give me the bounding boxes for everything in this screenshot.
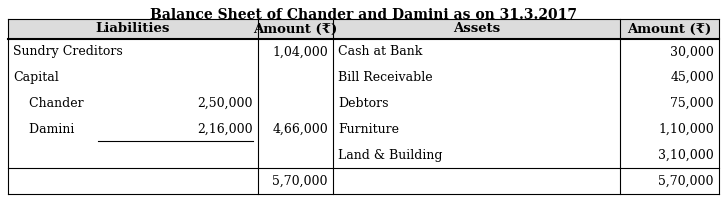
- Text: Chander: Chander: [13, 97, 84, 110]
- Text: Amount (₹): Amount (₹): [254, 22, 337, 35]
- Text: 3,10,000: 3,10,000: [658, 149, 714, 162]
- Text: 1,04,000: 1,04,000: [272, 45, 328, 59]
- Text: Damini: Damini: [13, 123, 74, 136]
- Text: 1,10,000: 1,10,000: [658, 123, 714, 136]
- Text: Furniture: Furniture: [338, 123, 399, 136]
- Text: Debtors: Debtors: [338, 97, 388, 110]
- Text: Land & Building: Land & Building: [338, 149, 443, 162]
- Text: 2,50,000: 2,50,000: [198, 97, 253, 110]
- Text: Assets: Assets: [453, 22, 500, 35]
- Text: Amount (₹): Amount (₹): [627, 22, 712, 35]
- Text: Sundry Creditors: Sundry Creditors: [13, 45, 123, 59]
- Text: 2,16,000: 2,16,000: [197, 123, 253, 136]
- Bar: [8, 19, 719, 194]
- Text: Balance Sheet of Chander and Damini as on 31.3.2017: Balance Sheet of Chander and Damini as o…: [150, 8, 577, 22]
- Text: 30,000: 30,000: [670, 45, 714, 59]
- Text: Bill Receivable: Bill Receivable: [338, 71, 433, 84]
- Text: Liabilities: Liabilities: [96, 22, 170, 35]
- Text: 5,70,000: 5,70,000: [659, 175, 714, 188]
- Text: Cash at Bank: Cash at Bank: [338, 45, 422, 59]
- Text: 5,70,000: 5,70,000: [273, 175, 328, 188]
- Text: Capital: Capital: [13, 71, 59, 84]
- Text: 4,66,000: 4,66,000: [272, 123, 328, 136]
- Text: 45,000: 45,000: [670, 71, 714, 84]
- Bar: [8, 19, 719, 39]
- Text: 75,000: 75,000: [670, 97, 714, 110]
